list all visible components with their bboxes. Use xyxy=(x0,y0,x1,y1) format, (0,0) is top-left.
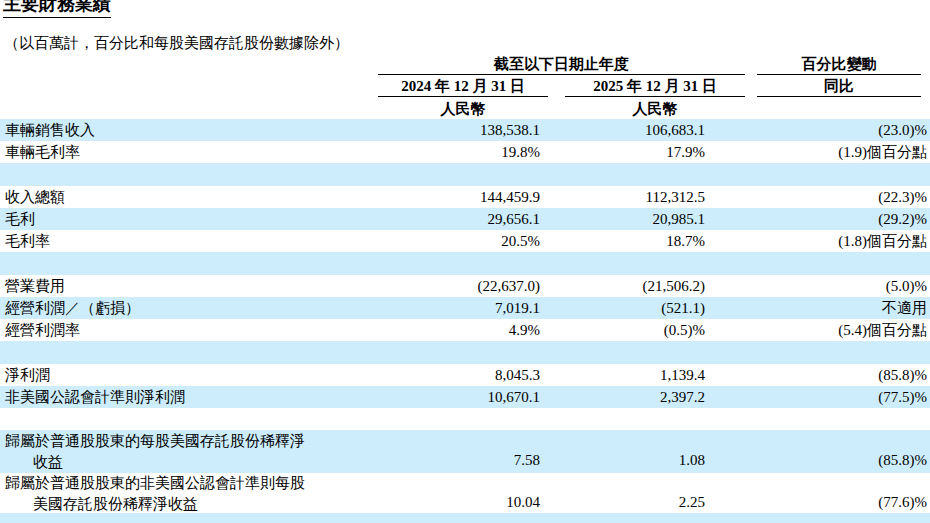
row-label: 收入總額 xyxy=(0,187,348,208)
table-row-total-revenues: 收入總額 144,459.9 112,312.5 (22.3)% xyxy=(0,186,930,208)
document-title: 主要財務業績 xyxy=(3,0,111,18)
row-label: 營業費用 xyxy=(0,276,348,297)
spacer-row xyxy=(0,341,930,364)
value-2025: 1,139.4 xyxy=(548,367,745,384)
change-value: (77.6)% xyxy=(745,492,930,515)
change-value: (23.0)% xyxy=(745,122,930,139)
value-2025: 112,312.5 xyxy=(548,189,745,206)
change-value: (85.8)% xyxy=(745,367,930,384)
column-header-yoy: 同比 xyxy=(757,74,921,97)
row-label: 經營利潤率 xyxy=(0,320,348,341)
change-value: (85.8)% xyxy=(745,450,930,473)
table-header-periods: 2024 年 12 月 31 日 2025 年 12 月 31 日 同比 xyxy=(0,74,930,97)
currency-label-2024: 人民幣 xyxy=(378,97,548,119)
table-row-vehicle-sales: 車輛銷售收入 138,538.1 106,683.1 (23.0)% xyxy=(0,119,930,141)
table-row-nongaap-diluted-eps-ads: 歸屬於普通股股東的非美國公認會計準則每股 美國存託股份稀釋淨收益 10.04 2… xyxy=(0,473,930,513)
value-2025: 106,683.1 xyxy=(548,122,745,139)
table-header-currency: 人民幣 人民幣 xyxy=(0,97,930,119)
value-2025: 1.08 xyxy=(548,450,745,473)
table-row-operating-income: 經營利潤／（虧損） 7,019.1 (521.1) 不適用 xyxy=(0,297,930,319)
row-label-line2: 收益 xyxy=(5,452,348,473)
spacer-row xyxy=(0,252,930,275)
table-row-gross-profit: 毛利 29,656.1 20,985.1 (29.2)% xyxy=(0,208,930,230)
change-value: (29.2)% xyxy=(745,211,930,228)
units-note: （以百萬計，百分比和每股美國存託股份數據除外） xyxy=(4,34,349,53)
row-label: 車輛銷售收入 xyxy=(0,120,348,141)
row-label: 經營利潤／（虧損） xyxy=(0,298,348,319)
value-2025: 18.7% xyxy=(548,233,745,250)
value-2025: 2.25 xyxy=(548,492,745,515)
table-row-gross-margin: 毛利率 20.5% 18.7% (1.8)個百分點 xyxy=(0,230,930,252)
change-value: (1.8)個百分點 xyxy=(745,232,930,251)
change-value: (1.9)個百分點 xyxy=(745,143,930,162)
value-2024: 4.9% xyxy=(348,322,548,339)
table-row-operating-expenses: 營業費用 (22,637.0) (21,506.2) (5.0)% xyxy=(0,275,930,297)
value-2025: 2,397.2 xyxy=(548,389,745,406)
table-row-nongaap-net-income: 非美國公認會計準則淨利潤 10,670.1 2,397.2 (77.5)% xyxy=(0,386,930,408)
table-row-net-income: 淨利潤 8,045.3 1,139.4 (85.8)% xyxy=(0,364,930,386)
value-2024: 8,045.3 xyxy=(348,367,548,384)
row-label-line1: 歸屬於普通股股東的每股美國存託股份稀釋淨 xyxy=(5,431,348,452)
table-row-diluted-eps-ads: 歸屬於普通股股東的每股美國存託股份稀釋淨 收益 7.58 1.08 (85.8)… xyxy=(0,430,930,473)
value-2024: 138,538.1 xyxy=(348,122,548,139)
row-label: 非美國公認會計準則淨利潤 xyxy=(0,387,348,408)
table-row-operating-margin: 經營利潤率 4.9% (0.5)% (5.4)個百分點 xyxy=(0,319,930,341)
value-2025: (521.1) xyxy=(548,300,745,317)
value-2025: (0.5)% xyxy=(548,322,745,339)
column-header-2024: 2024 年 12 月 31 日 xyxy=(378,74,548,97)
change-value: 不適用 xyxy=(745,299,930,318)
value-2024: 7,019.1 xyxy=(348,300,548,317)
spacer-row xyxy=(0,163,930,186)
value-2024: 144,459.9 xyxy=(348,189,548,206)
row-label: 毛利 xyxy=(0,209,348,230)
value-2025: (21,506.2) xyxy=(548,278,745,295)
value-2024: 19.8% xyxy=(348,144,548,161)
value-2025: 20,985.1 xyxy=(548,211,745,228)
row-label: 車輛毛利率 xyxy=(0,142,348,163)
spacer-row xyxy=(0,408,930,430)
change-value: (77.5)% xyxy=(745,389,930,406)
value-2024: 10.04 xyxy=(348,492,548,515)
column-header-2025: 2025 年 12 月 31 日 xyxy=(565,74,745,97)
value-2025: 17.9% xyxy=(548,144,745,161)
financial-results-table: 截至以下日期止年度 百分比變動 2024 年 12 月 31 日 2025 年 … xyxy=(0,55,930,523)
row-label-line2: 美國存託股份稀釋淨收益 xyxy=(5,494,348,515)
table-row-vehicle-margin: 車輛毛利率 19.8% 17.9% (1.9)個百分點 xyxy=(0,141,930,163)
change-value: (22.3)% xyxy=(745,189,930,206)
change-value: (5.4)個百分點 xyxy=(745,321,930,340)
change-value: (5.0)% xyxy=(745,278,930,295)
row-label: 淨利潤 xyxy=(0,365,348,386)
value-2024: 7.58 xyxy=(348,450,548,473)
row-label: 毛利率 xyxy=(0,231,348,252)
value-2024: 29,656.1 xyxy=(348,211,548,228)
value-2024: (22,637.0) xyxy=(348,278,548,295)
table-header-groups: 截至以下日期止年度 百分比變動 xyxy=(0,55,930,74)
period-group-header: 截至以下日期止年度 xyxy=(378,55,745,75)
value-2024: 10,670.1 xyxy=(348,389,548,406)
change-group-header: 百分比變動 xyxy=(757,55,921,75)
value-2024: 20.5% xyxy=(348,233,548,250)
currency-label-2025: 人民幣 xyxy=(565,97,745,119)
financial-results-document: 主要財務業績 （以百萬計，百分比和每股美國存託股份數據除外） 截至以下日期止年度… xyxy=(0,0,930,523)
row-label-line1: 歸屬於普通股股東的非美國公認會計準則每股 xyxy=(5,473,348,494)
